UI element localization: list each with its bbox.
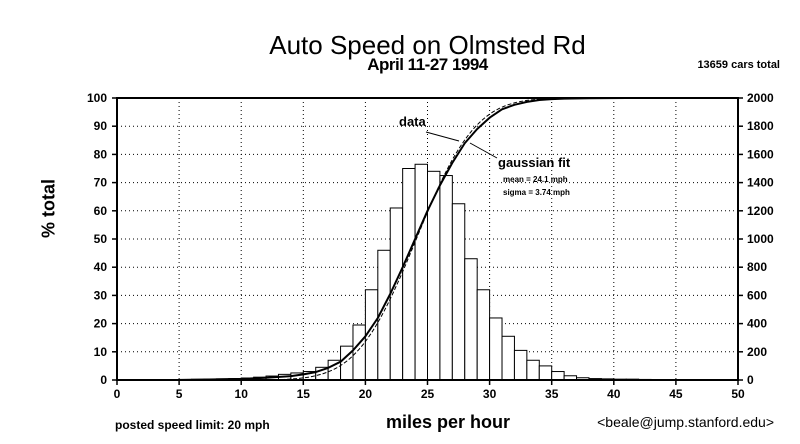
y2-tick-label: 0 bbox=[747, 373, 754, 387]
x-tick-label: 45 bbox=[669, 387, 683, 401]
x-tick-label: 20 bbox=[359, 387, 373, 401]
x-tick-label: 35 bbox=[545, 387, 559, 401]
y-axis-label: % total bbox=[38, 179, 59, 239]
y2-tick-label: 400 bbox=[747, 317, 767, 331]
chart-subtitle: April 11-27 1994 bbox=[367, 55, 488, 74]
y-tick-label: 90 bbox=[94, 119, 108, 133]
speed-limit-note: posted speed limit: 20 mph bbox=[115, 418, 270, 432]
histogram-bar bbox=[414, 163, 428, 381]
histogram-bar bbox=[464, 258, 478, 381]
histogram-bar bbox=[526, 359, 540, 381]
x-tick-label: 15 bbox=[297, 387, 311, 401]
data-annotation: data bbox=[399, 114, 427, 129]
data-curve bbox=[179, 97, 627, 381]
histogram-bar bbox=[538, 365, 553, 381]
y-tick-label: 70 bbox=[94, 176, 108, 190]
histogram-bar bbox=[551, 371, 565, 381]
y-tick-label: 20 bbox=[94, 317, 108, 331]
x-tick-label: 25 bbox=[421, 387, 435, 401]
y-tick-label: 50 bbox=[94, 232, 108, 246]
data-annotation-pointer bbox=[425, 131, 460, 142]
histogram-bar bbox=[489, 317, 503, 381]
x-tick-label: 30 bbox=[483, 387, 497, 401]
y-tick-label: 10 bbox=[94, 345, 108, 359]
contact-email[interactable]: <beale@jump.stanford.edu> bbox=[597, 414, 774, 430]
fit-sigma-text: sigma = 3.74 mph bbox=[503, 188, 570, 197]
y2-tick-label: 1200 bbox=[747, 204, 774, 218]
x-tick-label: 40 bbox=[607, 387, 621, 401]
y-tick-label: 30 bbox=[94, 288, 108, 302]
y-tick-label: 0 bbox=[100, 373, 107, 387]
histogram-bar bbox=[476, 289, 491, 381]
y-tick-label: 80 bbox=[94, 147, 108, 161]
y2-tick-label: 200 bbox=[747, 345, 767, 359]
x-tick-label: 50 bbox=[731, 387, 745, 401]
y-tick-label: 60 bbox=[94, 204, 108, 218]
y2-tick-label: 1600 bbox=[747, 147, 774, 161]
x-tick-label: 0 bbox=[114, 387, 121, 401]
y2-tick-label: 800 bbox=[747, 260, 767, 274]
y2-tick-label: 600 bbox=[747, 288, 767, 302]
fit-mean-text: mean = 24.1 mph bbox=[503, 175, 568, 184]
y2-tick-label: 1000 bbox=[747, 232, 774, 246]
y-tick-label: 100 bbox=[87, 91, 107, 105]
x-tick-label: 10 bbox=[235, 387, 249, 401]
y2-tick-label: 1400 bbox=[747, 176, 774, 190]
y2-tick-label: 1800 bbox=[747, 119, 774, 133]
histogram-bar bbox=[439, 175, 453, 381]
fit-annotation: gaussian fit bbox=[498, 155, 571, 170]
histogram-bar bbox=[352, 324, 366, 381]
histogram-bar bbox=[451, 203, 466, 381]
x-tick-label: 5 bbox=[176, 387, 183, 401]
histogram-bar bbox=[513, 349, 528, 381]
y2-tick-label: 2000 bbox=[747, 91, 774, 105]
total-count: 13659 cars total bbox=[697, 59, 780, 71]
histogram-bar bbox=[427, 170, 441, 381]
histogram-bar bbox=[501, 335, 515, 381]
chart-title: Auto Speed on Olmsted Rd bbox=[269, 30, 586, 60]
histogram-bar bbox=[402, 168, 416, 381]
x-axis-label: miles per hour bbox=[386, 412, 511, 432]
fit-annotation-pointer bbox=[469, 142, 498, 159]
y-tick-label: 40 bbox=[94, 260, 108, 274]
